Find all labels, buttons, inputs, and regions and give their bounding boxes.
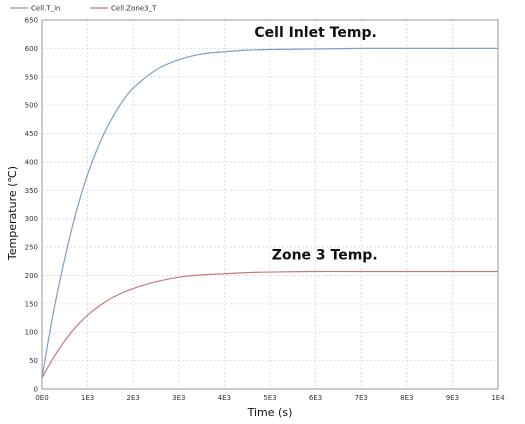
- y-tick-label: 500: [25, 102, 38, 110]
- y-tick-label: 450: [25, 130, 38, 138]
- y-tick-label: 550: [25, 73, 38, 81]
- x-tick-label: 1E3: [81, 394, 94, 402]
- x-tick-label: 5E3: [263, 394, 276, 402]
- series-line-2: [41, 270, 499, 378]
- y-tick-label: 50: [29, 357, 38, 365]
- y-axis-ticks: 0 50 100 150 200 250 300 350 400 450 500 550 600 650: [25, 17, 38, 394]
- x-tick-label: 2E3: [127, 394, 140, 402]
- y-tick-label: 650: [25, 17, 38, 25]
- x-axis-ticks: 0E0 1E3 2E3 3E3 4E3 5E3 6E3 7E3 8E3 9E3 1E4: [35, 394, 505, 402]
- annotation-zone3: Zone 3 Temp.: [272, 248, 378, 264]
- y-tick-label: 250: [25, 244, 38, 252]
- x-tick-label: 9E3: [446, 394, 459, 402]
- y-tick-label: 0: [34, 386, 38, 394]
- y-tick-label: 300: [25, 215, 38, 223]
- grid: [41, 19, 499, 390]
- x-tick-label: 8E3: [400, 394, 413, 402]
- y-tick-label: 600: [25, 45, 38, 53]
- y-tick-label: 400: [25, 158, 38, 166]
- y-tick-label: 150: [25, 300, 38, 308]
- annotation-cell-inlet: Cell Inlet Temp.: [254, 25, 376, 41]
- x-tick-label: 1E4: [491, 394, 505, 402]
- legend-label-series-1: Cell.T_in: [31, 5, 60, 13]
- legend: Cell.T_in Cell.Zone3_T: [10, 5, 157, 13]
- x-tick-label: 0E0: [35, 394, 48, 402]
- series-line-1: [41, 47, 498, 378]
- x-tick-label: 7E3: [355, 394, 368, 402]
- y-axis-label: Temperature (℃): [6, 166, 19, 261]
- x-tick-label: 4E3: [218, 394, 231, 402]
- plot-frame: [41, 19, 499, 390]
- y-tick-label: 200: [25, 272, 38, 280]
- x-tick-label: 3E3: [172, 394, 185, 402]
- y-tick-label: 100: [25, 329, 38, 337]
- series-lines: [41, 47, 499, 378]
- x-tick-label: 6E3: [309, 394, 322, 402]
- legend-label-series-2: Cell.Zone3_T: [111, 5, 157, 13]
- x-axis-label: Time (s): [247, 406, 293, 419]
- y-tick-label: 350: [25, 187, 38, 195]
